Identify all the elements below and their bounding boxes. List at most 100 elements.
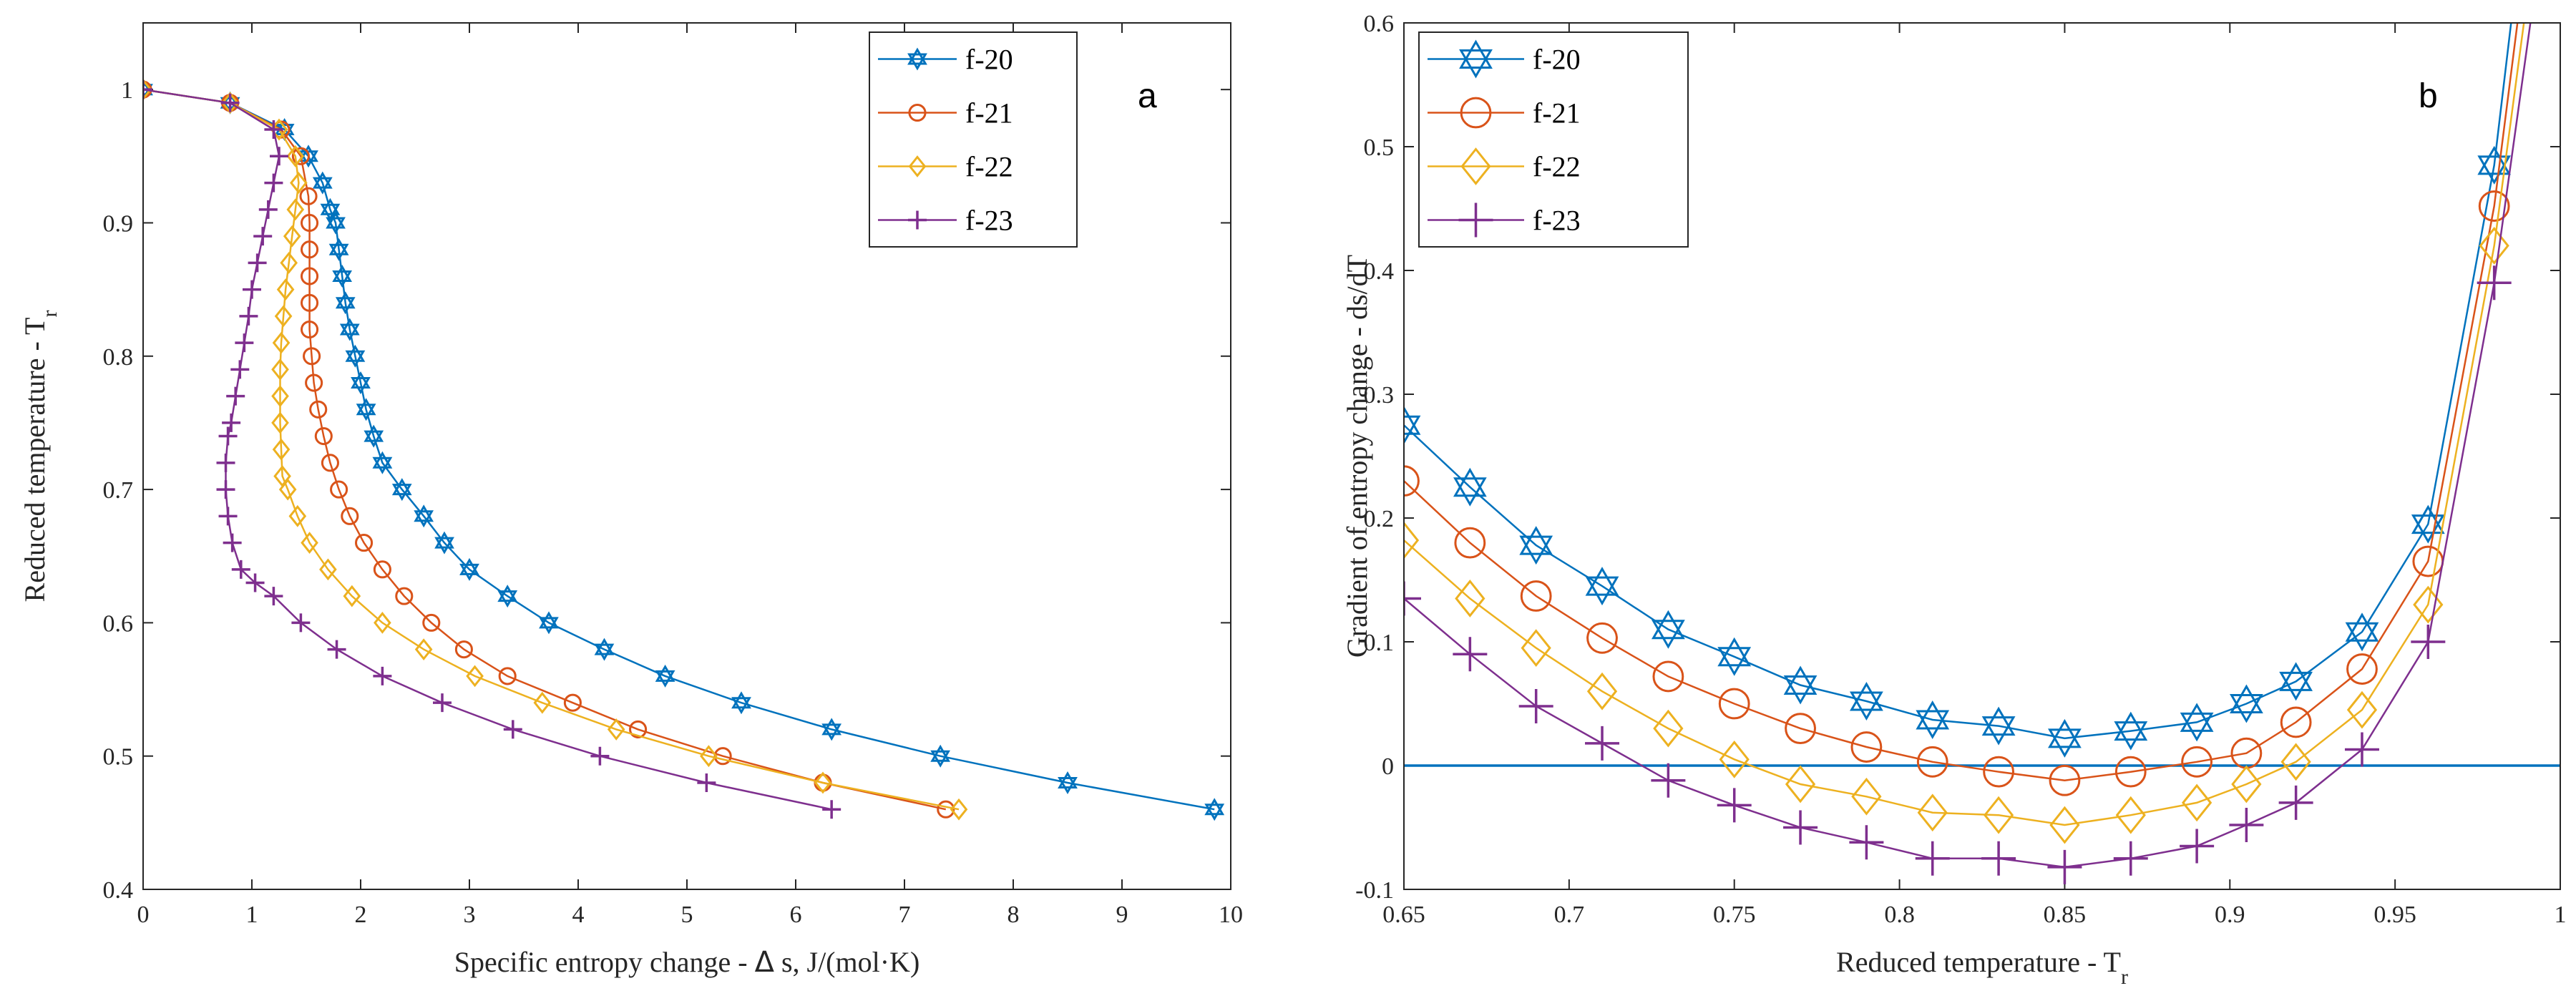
data-point-f-23: [2047, 849, 2082, 884]
data-point-f-23: [216, 480, 235, 499]
data-point-f-22: [286, 198, 305, 221]
data-point-f-21: [498, 667, 517, 685]
data-point-f-20: [332, 264, 352, 288]
data-point-f-23: [2411, 625, 2446, 659]
data-point-f-23: [222, 413, 241, 432]
series-group: [143, 78, 1225, 821]
data-point-f-23: [2344, 732, 2379, 767]
data-point-f-23: [243, 280, 261, 299]
y-axis-label: Reduced temperature - Tr: [19, 311, 62, 602]
x-tick-label: 3: [464, 902, 476, 928]
data-point-f-22: [343, 585, 361, 607]
y-tick-label: 0.1: [1364, 630, 1395, 656]
data-point-f-21: [2049, 764, 2081, 796]
data-point-f-20: [2230, 684, 2263, 723]
data-point-f-23: [1585, 726, 1620, 761]
x-tick-label: 5: [681, 902, 693, 928]
data-point-f-22: [280, 251, 298, 274]
data-point-f-21: [1983, 756, 2014, 788]
data-point-f-20: [821, 718, 841, 741]
data-point-f-22: [272, 331, 291, 354]
legend-label-f-20: f-20: [965, 44, 1013, 76]
data-point-f-23: [2113, 841, 2148, 876]
data-point-f-21: [937, 800, 955, 819]
y-tick-label: 0.3: [1364, 382, 1395, 409]
y-tick-label: 0.8: [103, 344, 134, 371]
data-point-f-22: [143, 78, 152, 101]
panel-letter: b: [2419, 77, 2438, 115]
data-point-f-21: [301, 240, 319, 259]
x-tick-label: 0.65: [1382, 902, 1425, 928]
data-point-f-21: [321, 454, 339, 472]
data-point-f-23: [1915, 841, 1950, 876]
data-point-f-22: [2115, 796, 2146, 834]
y-axis-label: Gradient of entropy change - ds/dT: [1341, 255, 1373, 658]
x-tick-label: 0.95: [2373, 902, 2416, 928]
data-point-f-21: [301, 267, 319, 285]
data-point-f-21: [303, 347, 321, 366]
data-point-f-20: [1404, 406, 1421, 445]
data-point-f-21: [629, 720, 648, 738]
data-point-f-22: [301, 532, 318, 555]
legend-label-f-23: f-23: [1533, 205, 1581, 237]
data-point-f-23: [264, 587, 283, 606]
data-point-f-22: [286, 145, 305, 167]
x-tick-label: 8: [1008, 902, 1020, 928]
data-point-f-23: [1849, 825, 1884, 860]
x-tick-label: 0.9: [2215, 902, 2245, 928]
data-point-f-20: [1916, 700, 1950, 740]
data-point-f-20: [655, 664, 675, 688]
panel-letter: a: [1138, 77, 1157, 115]
y-tick-label: 0.4: [1364, 258, 1395, 285]
x-tick-label: 0.7: [1554, 902, 1585, 928]
data-point-f-20: [1453, 467, 1487, 507]
data-point-f-20: [2180, 703, 2214, 742]
data-point-f-23: [143, 80, 152, 99]
data-point-f-22: [274, 305, 293, 328]
data-point-f-22: [466, 665, 484, 688]
data-point-f-23: [1518, 688, 1553, 723]
y-tick-label: 0.2: [1364, 506, 1395, 532]
y-tick-label: 0.6: [1364, 11, 1395, 37]
data-point-f-22: [950, 798, 968, 821]
data-point-f-22: [1785, 765, 1816, 804]
data-point-f-20: [1717, 637, 1752, 676]
plot-frame: [142, 22, 1231, 890]
data-point-f-21: [2478, 190, 2510, 222]
x-tick-label: 0.8: [1884, 902, 1915, 928]
data-point-f-22: [1455, 580, 1485, 617]
data-point-f-23: [373, 666, 392, 685]
data-point-f-20: [1585, 567, 1619, 606]
data-point-f-21: [291, 147, 310, 165]
data-point-f-23: [503, 720, 522, 739]
data-point-f-22: [290, 172, 308, 194]
data-point-f-23: [220, 93, 240, 112]
data-point-f-22: [2413, 585, 2444, 624]
y-tick-label: -0.1: [1355, 877, 1394, 904]
legend-label-f-21: f-21: [965, 97, 1013, 130]
data-point-f-21: [373, 560, 391, 579]
data-point-f-20: [731, 691, 751, 715]
x-tick-label: 0.85: [2044, 902, 2087, 928]
data-point-f-20: [434, 531, 454, 555]
legend-marker-f-21: [1460, 97, 1492, 129]
data-point-f-20: [391, 478, 412, 502]
x-tick-label: 6: [790, 902, 802, 928]
data-point-f-20: [351, 371, 371, 394]
data-point-f-22: [374, 611, 391, 634]
x-tick-label: 4: [572, 902, 585, 928]
data-point-f-23: [245, 573, 265, 592]
data-point-f-23: [291, 613, 311, 633]
data-point-f-23: [264, 173, 283, 192]
data-point-f-23: [248, 253, 267, 273]
legend-marker-f-23: [1458, 202, 1493, 238]
x-tick-label: 1: [2555, 902, 2567, 928]
data-point-f-20: [335, 291, 356, 315]
data-point-f-23: [230, 360, 250, 379]
data-point-f-23: [822, 800, 841, 819]
x-tick-label: 10: [1219, 902, 1243, 928]
panel-a: 0 1 2 3 4 5 6 7 8 9 10 0.4 0.5 0.6 0.7 0.8 0.9 1 Specific …: [19, 22, 1243, 979]
data-point-f-22: [278, 478, 297, 501]
data-point-f-21: [2346, 653, 2378, 685]
data-point-f-21: [2114, 756, 2147, 788]
